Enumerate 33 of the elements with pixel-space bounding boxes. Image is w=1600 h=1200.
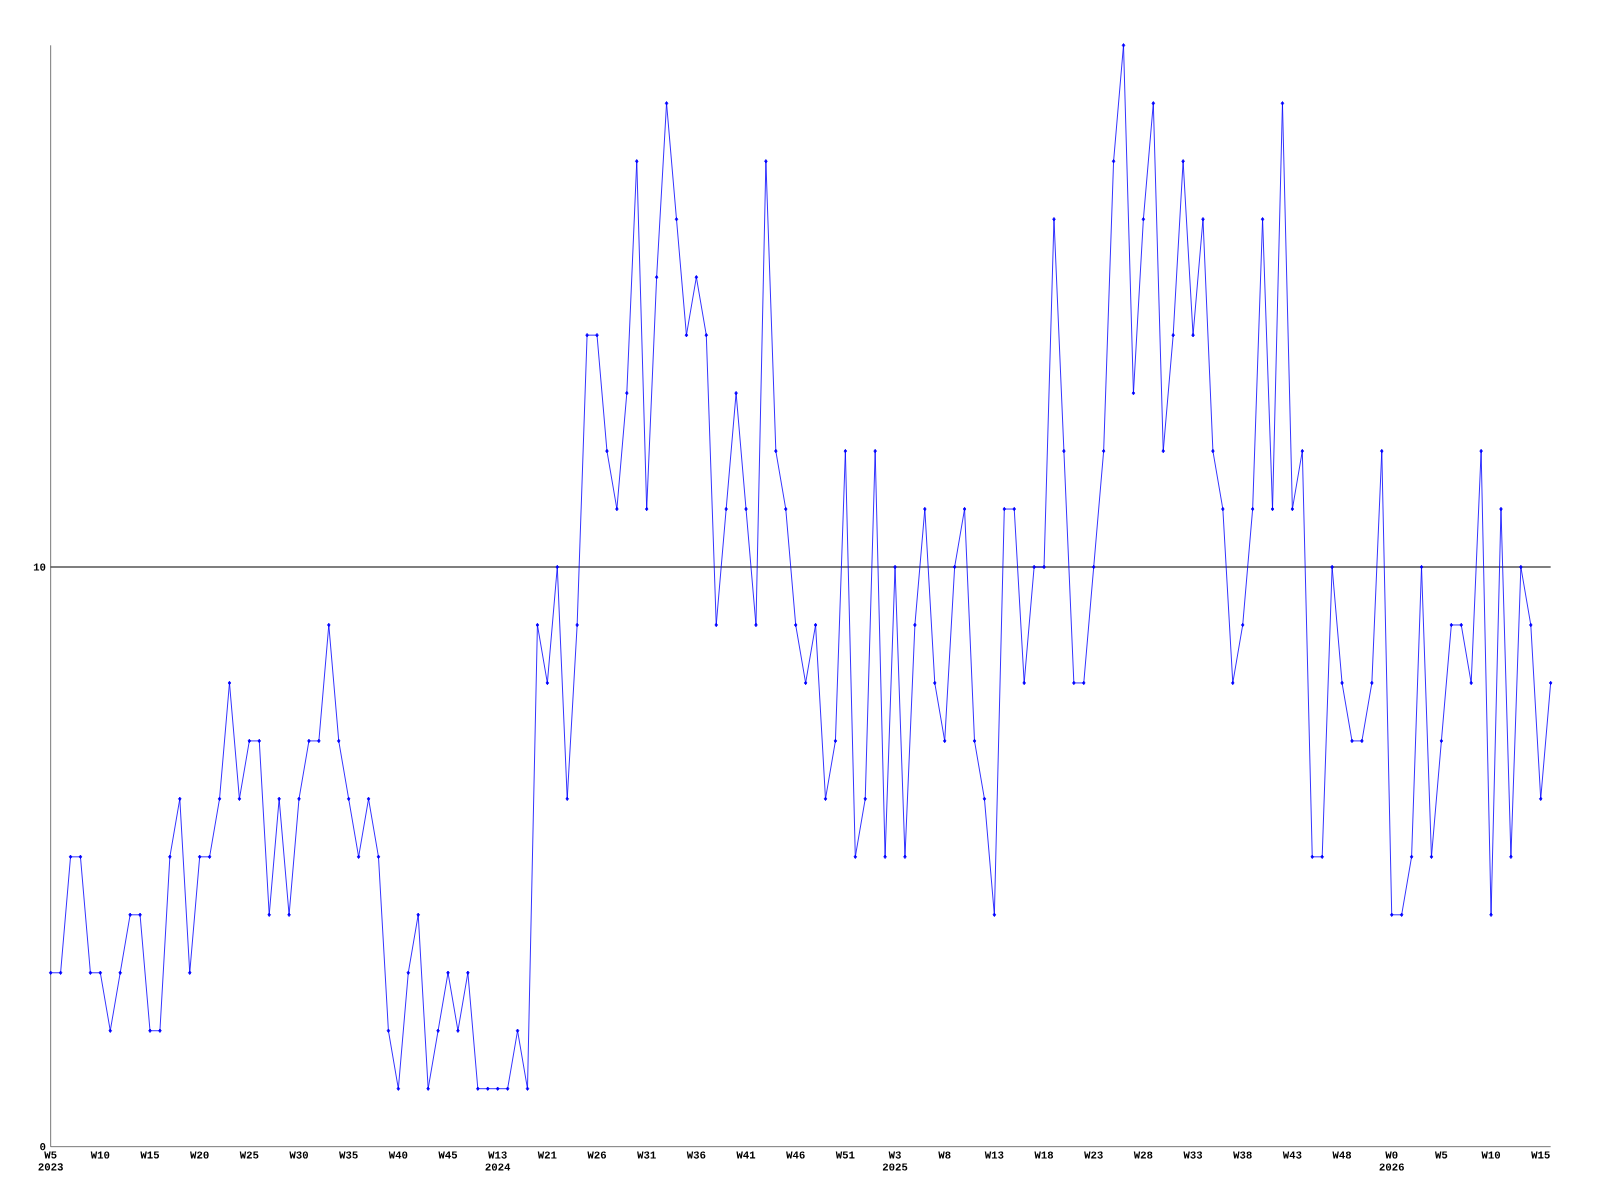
x-tick-label: W23 bbox=[1084, 1151, 1103, 1159]
x-tick-label: W45 bbox=[438, 1151, 458, 1159]
x-tick-label: W36 bbox=[686, 1151, 706, 1159]
y-tick-label: 10 bbox=[33, 563, 46, 571]
x-tick-label: W20 bbox=[190, 1151, 209, 1159]
x-tick-label: W5 2023 bbox=[38, 1151, 63, 1171]
x-tick-label: W13 2024 bbox=[485, 1151, 511, 1171]
x-tick-label: W28 bbox=[1133, 1151, 1153, 1159]
x-tick-label: W25 bbox=[239, 1151, 259, 1159]
x-tick-label: W0 2026 bbox=[1379, 1151, 1404, 1171]
x-tick-label: W46 bbox=[786, 1151, 805, 1159]
x-tick-label: W30 bbox=[289, 1151, 308, 1159]
x-tick-label: W8 bbox=[938, 1151, 951, 1159]
x-tick-label: W43 bbox=[1282, 1151, 1302, 1159]
x-tick-label: W3 2025 bbox=[882, 1151, 908, 1171]
x-tick-label: W13 bbox=[984, 1151, 1004, 1159]
x-tick-label: W31 bbox=[637, 1151, 656, 1159]
x-tick-label: W38 bbox=[1233, 1151, 1252, 1159]
x-tick-label: W40 bbox=[388, 1151, 408, 1159]
x-tick-label: W5 bbox=[1434, 1151, 1448, 1159]
x-tick-label: W18 bbox=[1034, 1151, 1054, 1159]
x-tick-label: W15 bbox=[140, 1151, 160, 1159]
y-tick-label: 0 bbox=[40, 1143, 46, 1151]
x-tick-label: W21 bbox=[537, 1151, 557, 1159]
x-tick-label: W51 bbox=[835, 1151, 855, 1159]
x-tick-label: W33 bbox=[1183, 1151, 1203, 1159]
x-tick-label: W41 bbox=[736, 1151, 756, 1159]
x-tick-label: W35 bbox=[339, 1151, 358, 1159]
x-tick-label: W10 bbox=[1481, 1151, 1501, 1159]
x-tick-label: W10 bbox=[90, 1151, 110, 1159]
x-tick-label: W15 bbox=[1531, 1151, 1550, 1159]
x-tick-label: W26 bbox=[587, 1151, 607, 1159]
x-tick-label: W48 bbox=[1332, 1151, 1352, 1159]
